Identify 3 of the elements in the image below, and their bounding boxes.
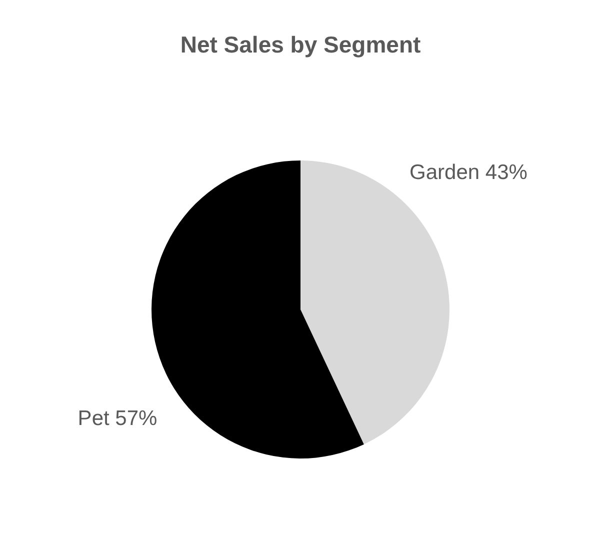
chart-title: Net Sales by Segment: [180, 32, 421, 58]
slice-label: Garden 43%: [410, 161, 528, 184]
slice-label: Pet 57%: [78, 407, 158, 430]
